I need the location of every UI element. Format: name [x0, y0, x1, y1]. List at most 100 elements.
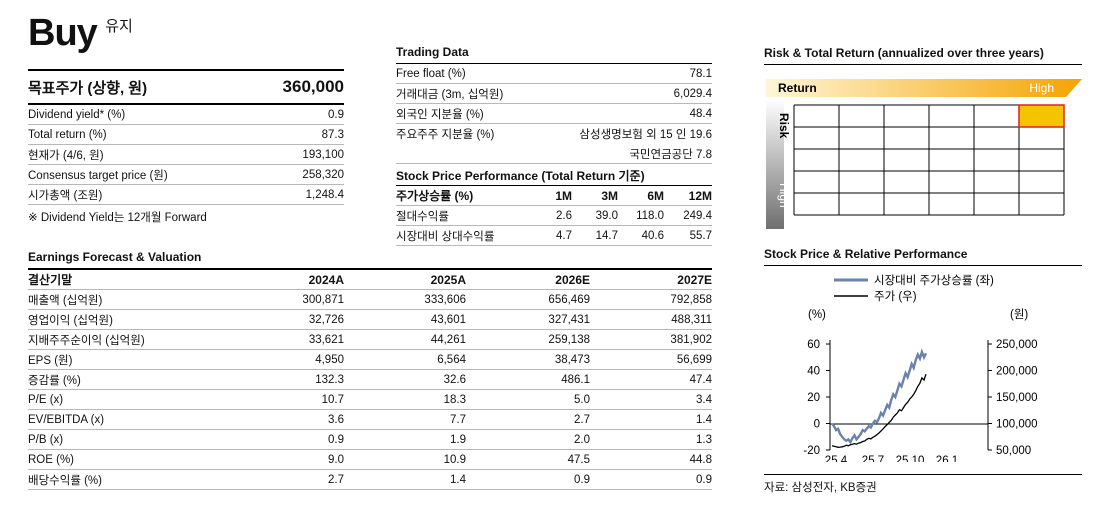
left-axis-unit: (%) — [808, 309, 826, 321]
summary-row-value: 0.9 — [328, 108, 344, 121]
earnings-cell: 1.4 — [696, 413, 712, 426]
earnings-cell: 327,431 — [548, 313, 590, 326]
earnings-cell: 3.4 — [696, 393, 712, 406]
earnings-cell: 32.6 — [443, 373, 466, 386]
earnings-header-cell: 2026E — [555, 272, 590, 287]
earnings-cell: 3.6 — [328, 413, 344, 426]
earnings-row-label: 매출액 (십억원) — [28, 294, 103, 307]
performance-cell: 39.0 — [595, 209, 618, 222]
source-note: 자료: 삼성전자, KB증권 — [764, 474, 1082, 495]
risk-section: Risk & Total Return (annualized over thr… — [764, 46, 1082, 233]
earnings-row-label: P/E (x) — [28, 393, 64, 406]
summary-row-label: Consensus target price (원) — [28, 169, 168, 182]
summary-row: Consensus target price (원) 258,320 — [28, 165, 344, 185]
left-tick-label: 60 — [807, 339, 820, 351]
stock-chart-section: Stock Price & Relative Performance 시장대비 … — [764, 247, 1082, 462]
right-tick-label: 150,000 — [996, 392, 1038, 404]
performance-cell: 55.7 — [689, 229, 712, 242]
performance-header-cell: 1M — [555, 188, 572, 203]
earnings-title: Earnings Forecast & Valuation — [28, 250, 202, 264]
return-label: Return — [778, 81, 817, 95]
earnings-cell: 44.8 — [689, 453, 712, 466]
earnings-cell: 47.4 — [689, 373, 712, 386]
risk-gradient-bar — [766, 99, 784, 229]
trading-row: 거래대금 (3m, 십억원) 6,029.4 — [396, 84, 712, 104]
performance-header-cell: 3M — [601, 188, 618, 203]
earnings-row: ROE (%) 9.0 10.9 47.5 44.8 — [28, 450, 712, 470]
earnings-row-label: EV/EBITDA (x) — [28, 413, 105, 426]
x-tick-label: 26.1 — [936, 455, 958, 462]
summary-row: 현재가 (4/6, 원) 193,100 — [28, 145, 344, 165]
earnings-header-cell: 결산기말 — [28, 273, 73, 287]
earnings-cell: 5.0 — [574, 393, 590, 406]
earnings-row-label: 배당수익률 (%) — [28, 474, 102, 487]
trading-row: 외국인 지분율 (%) 48.4 — [396, 104, 712, 124]
target-price-value: 360,000 — [282, 77, 344, 96]
summary-row-value: 258,320 — [302, 168, 344, 181]
earnings-cell: 6,564 — [437, 353, 466, 366]
stock-price-chart: 시장대비 주가상승률 (좌) 주가 (우) (%) (원) 60 40 20 0 -20 250,… — [803, 274, 1038, 462]
earnings-cell: 10.7 — [321, 393, 344, 406]
trading-row-value: 국민연금공단 7.8 — [629, 148, 712, 161]
risk-return-chart: Return High Risk High — [766, 79, 1082, 229]
performance-cell: 40.6 — [641, 229, 664, 242]
performance-header-cell: 주가상승률 (%) — [396, 189, 474, 203]
performance-row: 시장대비 상대수익률 4.7 14.7 40.6 55.7 — [396, 226, 712, 246]
earnings-cell: 2.7 — [574, 413, 590, 426]
performance-row: 절대수익률 2.6 39.0 118.0 249.4 — [396, 206, 712, 226]
earnings-row: 영업이익 (십억원) 32,726 43,601 327,431 488,311 — [28, 310, 712, 330]
performance-header-cell: 12M — [688, 188, 712, 203]
earnings-cell: 488,311 — [671, 313, 712, 326]
summary-row: 시가총액 (조원) 1,248.4 — [28, 185, 344, 205]
earnings-header-row: 결산기말 2024A 2025A 2026E 2027E — [28, 270, 712, 290]
right-tick-label: 100,000 — [996, 419, 1038, 431]
summary-note: ※ Dividend Yield는 12개월 Forward — [28, 212, 207, 224]
left-tick-label: 40 — [807, 366, 820, 378]
earnings-row-label: P/B (x) — [28, 433, 64, 446]
summary-table: 목표주가 (상향, 원) 360,000 Dividend yield* (%)… — [28, 69, 344, 225]
right-tick-label: 200,000 — [996, 366, 1038, 378]
earnings-cell: 2.0 — [574, 433, 590, 446]
earnings-cell: 300,871 — [302, 293, 344, 306]
trading-data: Trading Data Free float (%) 78.1 거래대금 (3m,… — [396, 45, 712, 164]
earnings-cell: 0.9 — [696, 473, 712, 486]
earnings-cell: 792,858 — [670, 293, 712, 306]
earnings-cell: 7.7 — [450, 413, 466, 426]
earnings-cell: 56,699 — [676, 353, 712, 366]
earnings-cell: 132.3 — [315, 373, 344, 386]
performance-row-label: 시장대비 상대수익률 — [396, 230, 495, 243]
risk-highlight-cell — [1018, 104, 1065, 128]
rating-label: Buy — [28, 12, 98, 54]
x-tick-label: 25.10 — [896, 455, 925, 462]
earnings-cell: 38,473 — [554, 353, 590, 366]
right-tick-label: 50,000 — [996, 445, 1031, 457]
trading-row-label: 외국인 지분율 (%) — [396, 108, 484, 121]
performance-cell: 249.4 — [683, 209, 712, 222]
summary-row-label: 시가총액 (조원) — [28, 189, 103, 202]
left-tick-label: 0 — [814, 419, 820, 431]
trading-row-label: 거래대금 (3m, 십억원) — [396, 88, 504, 101]
earnings-cell: 0.9 — [574, 473, 590, 486]
trading-row-value: 78.1 — [689, 67, 712, 80]
earnings-cell: 4,950 — [315, 353, 344, 366]
trading-row: Free float (%) 78.1 — [396, 64, 712, 84]
summary-row-label: Dividend yield* (%) — [28, 108, 126, 121]
performance-header-cell: 6M — [647, 188, 664, 203]
earnings-cell: 18.3 — [443, 393, 466, 406]
earnings-row: 배당수익률 (%) 2.7 1.4 0.9 0.9 — [28, 470, 712, 490]
earnings-header-cell: 2027E — [677, 272, 712, 287]
legend-label: 시장대비 주가상승률 (좌) — [874, 274, 994, 287]
summary-row-label: Total return (%) — [28, 128, 107, 141]
earnings-row: EV/EBITDA (x) 3.6 7.7 2.7 1.4 — [28, 410, 712, 430]
risk-high-label: High — [777, 183, 791, 208]
earnings-cell: 0.9 — [328, 433, 344, 446]
trading-row-label: 주요주주 지분율 (%) — [396, 129, 495, 141]
earnings-cell: 381,902 — [670, 333, 712, 346]
earnings-row: 지배주주순이익 (십억원) 33,621 44,261 259,138 381,902 — [28, 330, 712, 350]
earnings-cell: 43,601 — [430, 313, 466, 326]
performance-cell: 4.7 — [556, 229, 572, 242]
trading-row-value: 6,029.4 — [673, 87, 712, 100]
stock-chart-title: Stock Price & Relative Performance — [764, 247, 968, 261]
summary-row-value: 1,248.4 — [305, 188, 344, 201]
earnings-cell: 1.4 — [450, 473, 466, 486]
